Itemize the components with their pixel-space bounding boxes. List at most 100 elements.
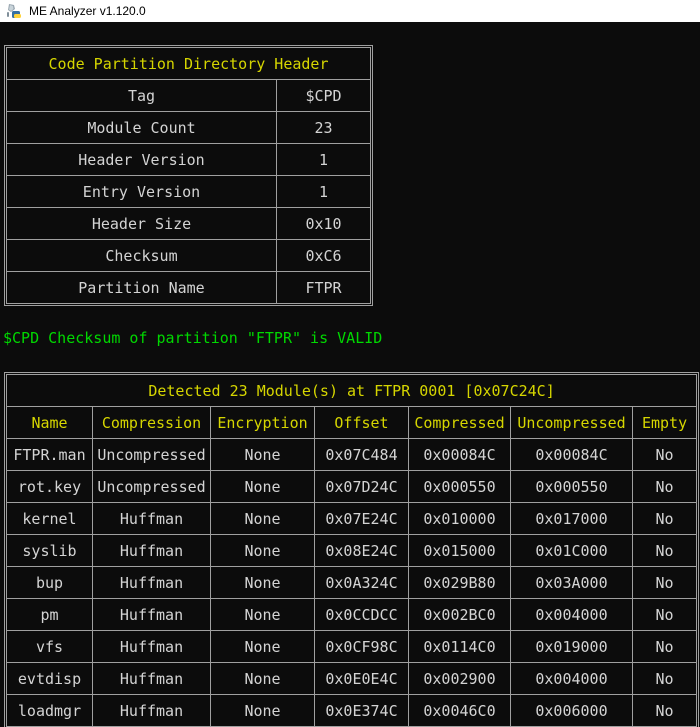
app-icon <box>6 3 22 19</box>
module-cell-compression: Huffman <box>92 502 211 535</box>
module-row-syslib: syslib Huffman None 0x08E24C 0x015000 0x01C00… <box>6 534 698 567</box>
module-cell-compressed: 0x015000 <box>408 534 511 567</box>
cpd-row-entry-version: Entry Version 1 <box>6 175 371 208</box>
module-cell-empty: No <box>631 630 698 663</box>
module-cell-name: vfs <box>6 630 93 663</box>
cpd-field-value: 1 <box>276 175 371 208</box>
cpd-field-value: FTPR <box>276 271 371 304</box>
module-cell-encryption: None <box>210 438 315 471</box>
module-cell-empty: No <box>631 566 698 599</box>
modules-table-title: Detected 23 Module(s) at FTPR 0001 [0x07… <box>5 374 698 407</box>
module-cell-name: FTPR.man <box>6 438 93 471</box>
module-cell-compressed: 0x002BC0 <box>408 598 511 631</box>
module-row-pm: pm Huffman None 0x0CCDCC 0x002BC0 0x004000 No <box>6 598 698 631</box>
cpd-header-table: Code Partition Directory Header Tag $CPD M… <box>4 45 373 306</box>
module-cell-offset: 0x0E0E4C <box>314 662 409 695</box>
module-cell-encryption: None <box>210 502 315 535</box>
cpd-field-value: 23 <box>276 111 371 144</box>
module-cell-name: loadmgr <box>6 694 93 727</box>
modules-table: Detected 23 Module(s) at FTPR 0001 [0x07… <box>4 372 700 727</box>
module-cell-compressed: 0x0114C0 <box>408 630 511 663</box>
column-header-name: Name <box>6 406 93 439</box>
module-cell-encryption: None <box>210 598 315 631</box>
cpd-field-value: 0x10 <box>276 207 371 240</box>
module-row-kernel: kernel Huffman None 0x07E24C 0x010000 0x01700… <box>6 502 698 535</box>
module-cell-encryption: None <box>210 566 315 599</box>
module-cell-empty: No <box>631 662 698 695</box>
module-cell-name: syslib <box>6 534 93 567</box>
module-cell-compression: Uncompressed <box>92 470 211 503</box>
cpd-field-value: 0xC6 <box>276 239 371 272</box>
module-cell-encryption: None <box>210 662 315 695</box>
module-cell-uncompressed: 0x03A000 <box>510 566 633 599</box>
module-cell-encryption: None <box>210 630 315 663</box>
column-header-offset: Offset <box>314 406 409 439</box>
module-cell-encryption: None <box>210 534 315 567</box>
cpd-title-row: Code Partition Directory Header <box>6 47 371 80</box>
cpd-row-module-count: Module Count 23 <box>6 111 371 144</box>
cpd-table-title: Code Partition Directory Header <box>6 47 371 80</box>
module-cell-uncompressed: 0x000550 <box>510 470 633 503</box>
module-cell-compression: Huffman <box>92 598 211 631</box>
module-cell-name: kernel <box>6 502 93 535</box>
module-cell-compression: Huffman <box>92 662 211 695</box>
module-row-ftpr-man: FTPR.man Uncompressed None 0x07C484 0x00084C… <box>6 438 698 471</box>
console-output: Code Partition Directory Header Tag $CPD M… <box>0 22 700 727</box>
module-cell-compression: Huffman <box>92 566 211 599</box>
cpd-field-label: Partition Name <box>6 271 277 304</box>
module-cell-empty: No <box>631 598 698 631</box>
module-cell-empty: No <box>631 438 698 471</box>
module-cell-uncompressed: 0x004000 <box>510 662 633 695</box>
module-cell-compression: Huffman <box>92 694 211 727</box>
cpd-row-header-size: Header Size 0x10 <box>6 207 371 240</box>
cpd-row-checksum: Checksum 0xC6 <box>6 239 371 272</box>
module-cell-empty: No <box>631 502 698 535</box>
module-cell-uncompressed: 0x01C000 <box>510 534 633 567</box>
module-cell-compressed: 0x000550 <box>408 470 511 503</box>
cpd-field-label: Entry Version <box>6 175 277 208</box>
module-cell-offset: 0x07E24C <box>314 502 409 535</box>
module-cell-compressed: 0x029B80 <box>408 566 511 599</box>
titlebar[interactable]: ME Analyzer v1.120.0 <box>0 0 700 22</box>
module-cell-uncompressed: 0x017000 <box>510 502 633 535</box>
module-cell-offset: 0x08E24C <box>314 534 409 567</box>
module-row-rot-key: rot.key Uncompressed None 0x07D24C 0x000550 0… <box>6 470 698 503</box>
window-title: ME Analyzer v1.120.0 <box>29 4 146 18</box>
module-cell-empty: No <box>631 470 698 503</box>
module-row-evtdisp: evtdisp Huffman None 0x0E0E4C 0x002900 0x0040… <box>6 662 698 695</box>
module-cell-offset: 0x07C484 <box>314 438 409 471</box>
column-header-encryption: Encryption <box>210 406 315 439</box>
cpd-row-header-version: Header Version 1 <box>6 143 371 176</box>
cpd-field-label: Header Size <box>6 207 277 240</box>
column-header-uncompressed: Uncompressed <box>510 406 633 439</box>
module-cell-empty: No <box>631 534 698 567</box>
column-header-compression: Compression <box>92 406 211 439</box>
cpd-field-label: Tag <box>6 79 277 112</box>
module-cell-uncompressed: 0x006000 <box>510 694 633 727</box>
module-cell-name: evtdisp <box>6 662 93 695</box>
modules-title-row: Detected 23 Module(s) at FTPR 0001 [0x07… <box>5 374 698 407</box>
module-cell-uncompressed: 0x004000 <box>510 598 633 631</box>
module-cell-name: bup <box>6 566 93 599</box>
column-header-empty: Empty <box>631 406 698 439</box>
module-cell-compression: Uncompressed <box>92 438 211 471</box>
cpd-field-label: Module Count <box>6 111 277 144</box>
module-cell-compressed: 0x010000 <box>408 502 511 535</box>
module-cell-uncompressed: 0x019000 <box>510 630 633 663</box>
cpd-field-label: Checksum <box>6 239 277 272</box>
cpd-row-partition-name: Partition Name FTPR <box>6 271 371 304</box>
cpd-row-tag: Tag $CPD <box>6 79 371 112</box>
module-cell-compression: Huffman <box>92 534 211 567</box>
module-cell-empty: No <box>631 694 698 727</box>
cpd-field-value: $CPD <box>276 79 371 112</box>
module-row-bup: bup Huffman None 0x0A324C 0x029B80 0x03A000 No <box>6 566 698 599</box>
module-row-loadmgr: loadmgr Huffman None 0x0E374C 0x0046C0 0x0060… <box>6 694 698 727</box>
cpd-field-label: Header Version <box>6 143 277 176</box>
modules-column-header-row: Name Compression Encryption Offset Compresse… <box>6 406 698 439</box>
module-cell-name: pm <box>6 598 93 631</box>
module-cell-compression: Huffman <box>92 630 211 663</box>
module-cell-uncompressed: 0x00084C <box>510 438 633 471</box>
checksum-status-message: $CPD Checksum of partition "FTPR" is VAL… <box>3 329 383 347</box>
module-cell-offset: 0x0A324C <box>314 566 409 599</box>
